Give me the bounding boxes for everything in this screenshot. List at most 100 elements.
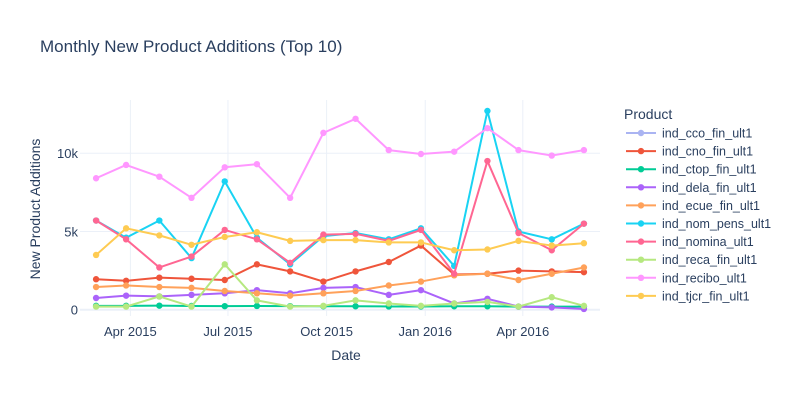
data-point[interactable] — [580, 268, 588, 276]
legend-item-ind_ecue_fin_ult1[interactable]: ind_ecue_fin_ult1 — [626, 199, 760, 213]
data-point[interactable] — [548, 242, 555, 249]
data-point[interactable] — [417, 150, 425, 158]
data-point[interactable] — [417, 278, 425, 285]
data-point[interactable] — [515, 229, 522, 237]
data-point[interactable] — [122, 282, 130, 289]
data-point[interactable] — [352, 297, 359, 304]
data-point[interactable] — [515, 303, 522, 310]
legend-item-ind_cco_fin_ult1[interactable]: ind_cco_fin_ult1 — [626, 127, 752, 141]
legend-item-ind_dela_fin_ult1[interactable]: ind_dela_fin_ult1 — [626, 181, 757, 195]
data-point[interactable] — [320, 129, 327, 137]
data-point[interactable] — [92, 283, 100, 291]
legend-item-ind_nomina_ult1[interactable]: ind_nomina_ult1 — [626, 235, 754, 249]
data-point[interactable] — [92, 276, 100, 283]
data-point[interactable] — [221, 164, 228, 171]
data-point[interactable] — [450, 148, 458, 155]
data-point[interactable] — [122, 225, 130, 232]
data-point[interactable] — [548, 247, 555, 254]
data-point[interactable] — [122, 236, 130, 243]
data-point[interactable] — [221, 233, 228, 241]
data-point[interactable] — [417, 302, 425, 310]
data-point[interactable] — [515, 237, 522, 245]
data-point[interactable] — [286, 194, 294, 202]
data-point[interactable] — [253, 297, 261, 304]
data-point[interactable] — [385, 146, 392, 154]
legend[interactable]: Product ind_cco_fin_ult1 ind_cno_fin_ult1… — [624, 106, 771, 303]
data-point[interactable] — [286, 292, 294, 299]
data-point[interactable] — [450, 270, 458, 277]
data-point[interactable] — [450, 300, 458, 307]
data-point[interactable] — [188, 194, 195, 202]
data-point[interactable] — [548, 270, 555, 277]
data-point[interactable] — [286, 268, 294, 275]
data-point[interactable] — [122, 161, 130, 169]
data-point[interactable] — [352, 303, 359, 310]
data-point[interactable] — [188, 275, 195, 282]
data-point[interactable] — [286, 237, 294, 245]
data-point[interactable] — [450, 247, 458, 254]
data-point[interactable] — [548, 152, 555, 159]
data-point[interactable] — [253, 290, 261, 297]
data-point[interactable] — [188, 253, 195, 260]
data-point[interactable] — [156, 274, 163, 281]
data-point[interactable] — [484, 107, 491, 115]
data-point[interactable] — [484, 157, 491, 165]
data-point[interactable] — [156, 173, 163, 180]
legend-item-ind_tjcr_fin_ult1[interactable]: ind_tjcr_fin_ult1 — [626, 289, 750, 303]
data-point[interactable] — [253, 160, 261, 168]
data-point[interactable] — [221, 287, 228, 295]
data-point[interactable] — [352, 230, 359, 238]
legend-item-ind_nom_pens_ult1[interactable]: ind_nom_pens_ult1 — [626, 217, 771, 231]
data-point[interactable] — [156, 264, 163, 271]
data-point[interactable] — [253, 302, 261, 310]
data-point[interactable] — [515, 267, 522, 274]
data-point[interactable] — [221, 276, 228, 284]
data-point[interactable] — [580, 220, 588, 227]
data-point[interactable] — [320, 290, 327, 297]
data-point[interactable] — [580, 240, 588, 247]
data-point[interactable] — [548, 304, 555, 311]
data-point[interactable] — [385, 239, 392, 246]
data-point[interactable] — [156, 217, 163, 224]
data-point[interactable] — [122, 303, 130, 310]
data-point[interactable] — [92, 217, 100, 224]
data-point[interactable] — [92, 251, 100, 259]
data-point[interactable] — [548, 236, 555, 243]
data-point[interactable] — [253, 229, 261, 236]
legend-item-ind_recibo_ult1[interactable]: ind_recibo_ult1 — [626, 271, 747, 285]
data-point[interactable] — [122, 277, 130, 284]
data-point[interactable] — [417, 239, 425, 246]
data-point[interactable] — [385, 291, 392, 299]
data-point[interactable] — [188, 303, 195, 310]
data-point[interactable] — [320, 278, 327, 285]
data-point[interactable] — [484, 246, 491, 253]
data-point[interactable] — [286, 259, 294, 266]
data-point[interactable] — [320, 236, 327, 244]
data-point[interactable] — [188, 291, 195, 299]
data-point[interactable] — [221, 302, 228, 310]
data-point[interactable] — [580, 264, 588, 271]
legend-item-ind_ctop_fin_ult1[interactable]: ind_ctop_fin_ult1 — [626, 163, 757, 177]
data-point[interactable] — [352, 236, 359, 244]
data-point[interactable] — [92, 175, 100, 182]
data-point[interactable] — [320, 231, 327, 238]
data-point[interactable] — [352, 115, 359, 122]
data-point[interactable] — [352, 287, 359, 295]
data-point[interactable] — [156, 232, 163, 239]
data-point[interactable] — [92, 303, 100, 310]
data-point[interactable] — [320, 284, 327, 292]
data-point[interactable] — [580, 146, 588, 154]
data-point[interactable] — [122, 292, 130, 299]
data-point[interactable] — [515, 276, 522, 284]
data-point[interactable] — [253, 236, 261, 243]
data-point[interactable] — [253, 261, 261, 268]
data-point[interactable] — [320, 302, 327, 310]
data-point[interactable] — [92, 294, 100, 302]
data-point[interactable] — [221, 261, 228, 268]
data-point[interactable] — [385, 258, 392, 266]
data-point[interactable] — [221, 226, 228, 234]
data-point[interactable] — [417, 226, 425, 234]
data-point[interactable] — [484, 124, 491, 132]
data-point[interactable] — [548, 294, 555, 301]
data-point[interactable] — [385, 300, 392, 307]
